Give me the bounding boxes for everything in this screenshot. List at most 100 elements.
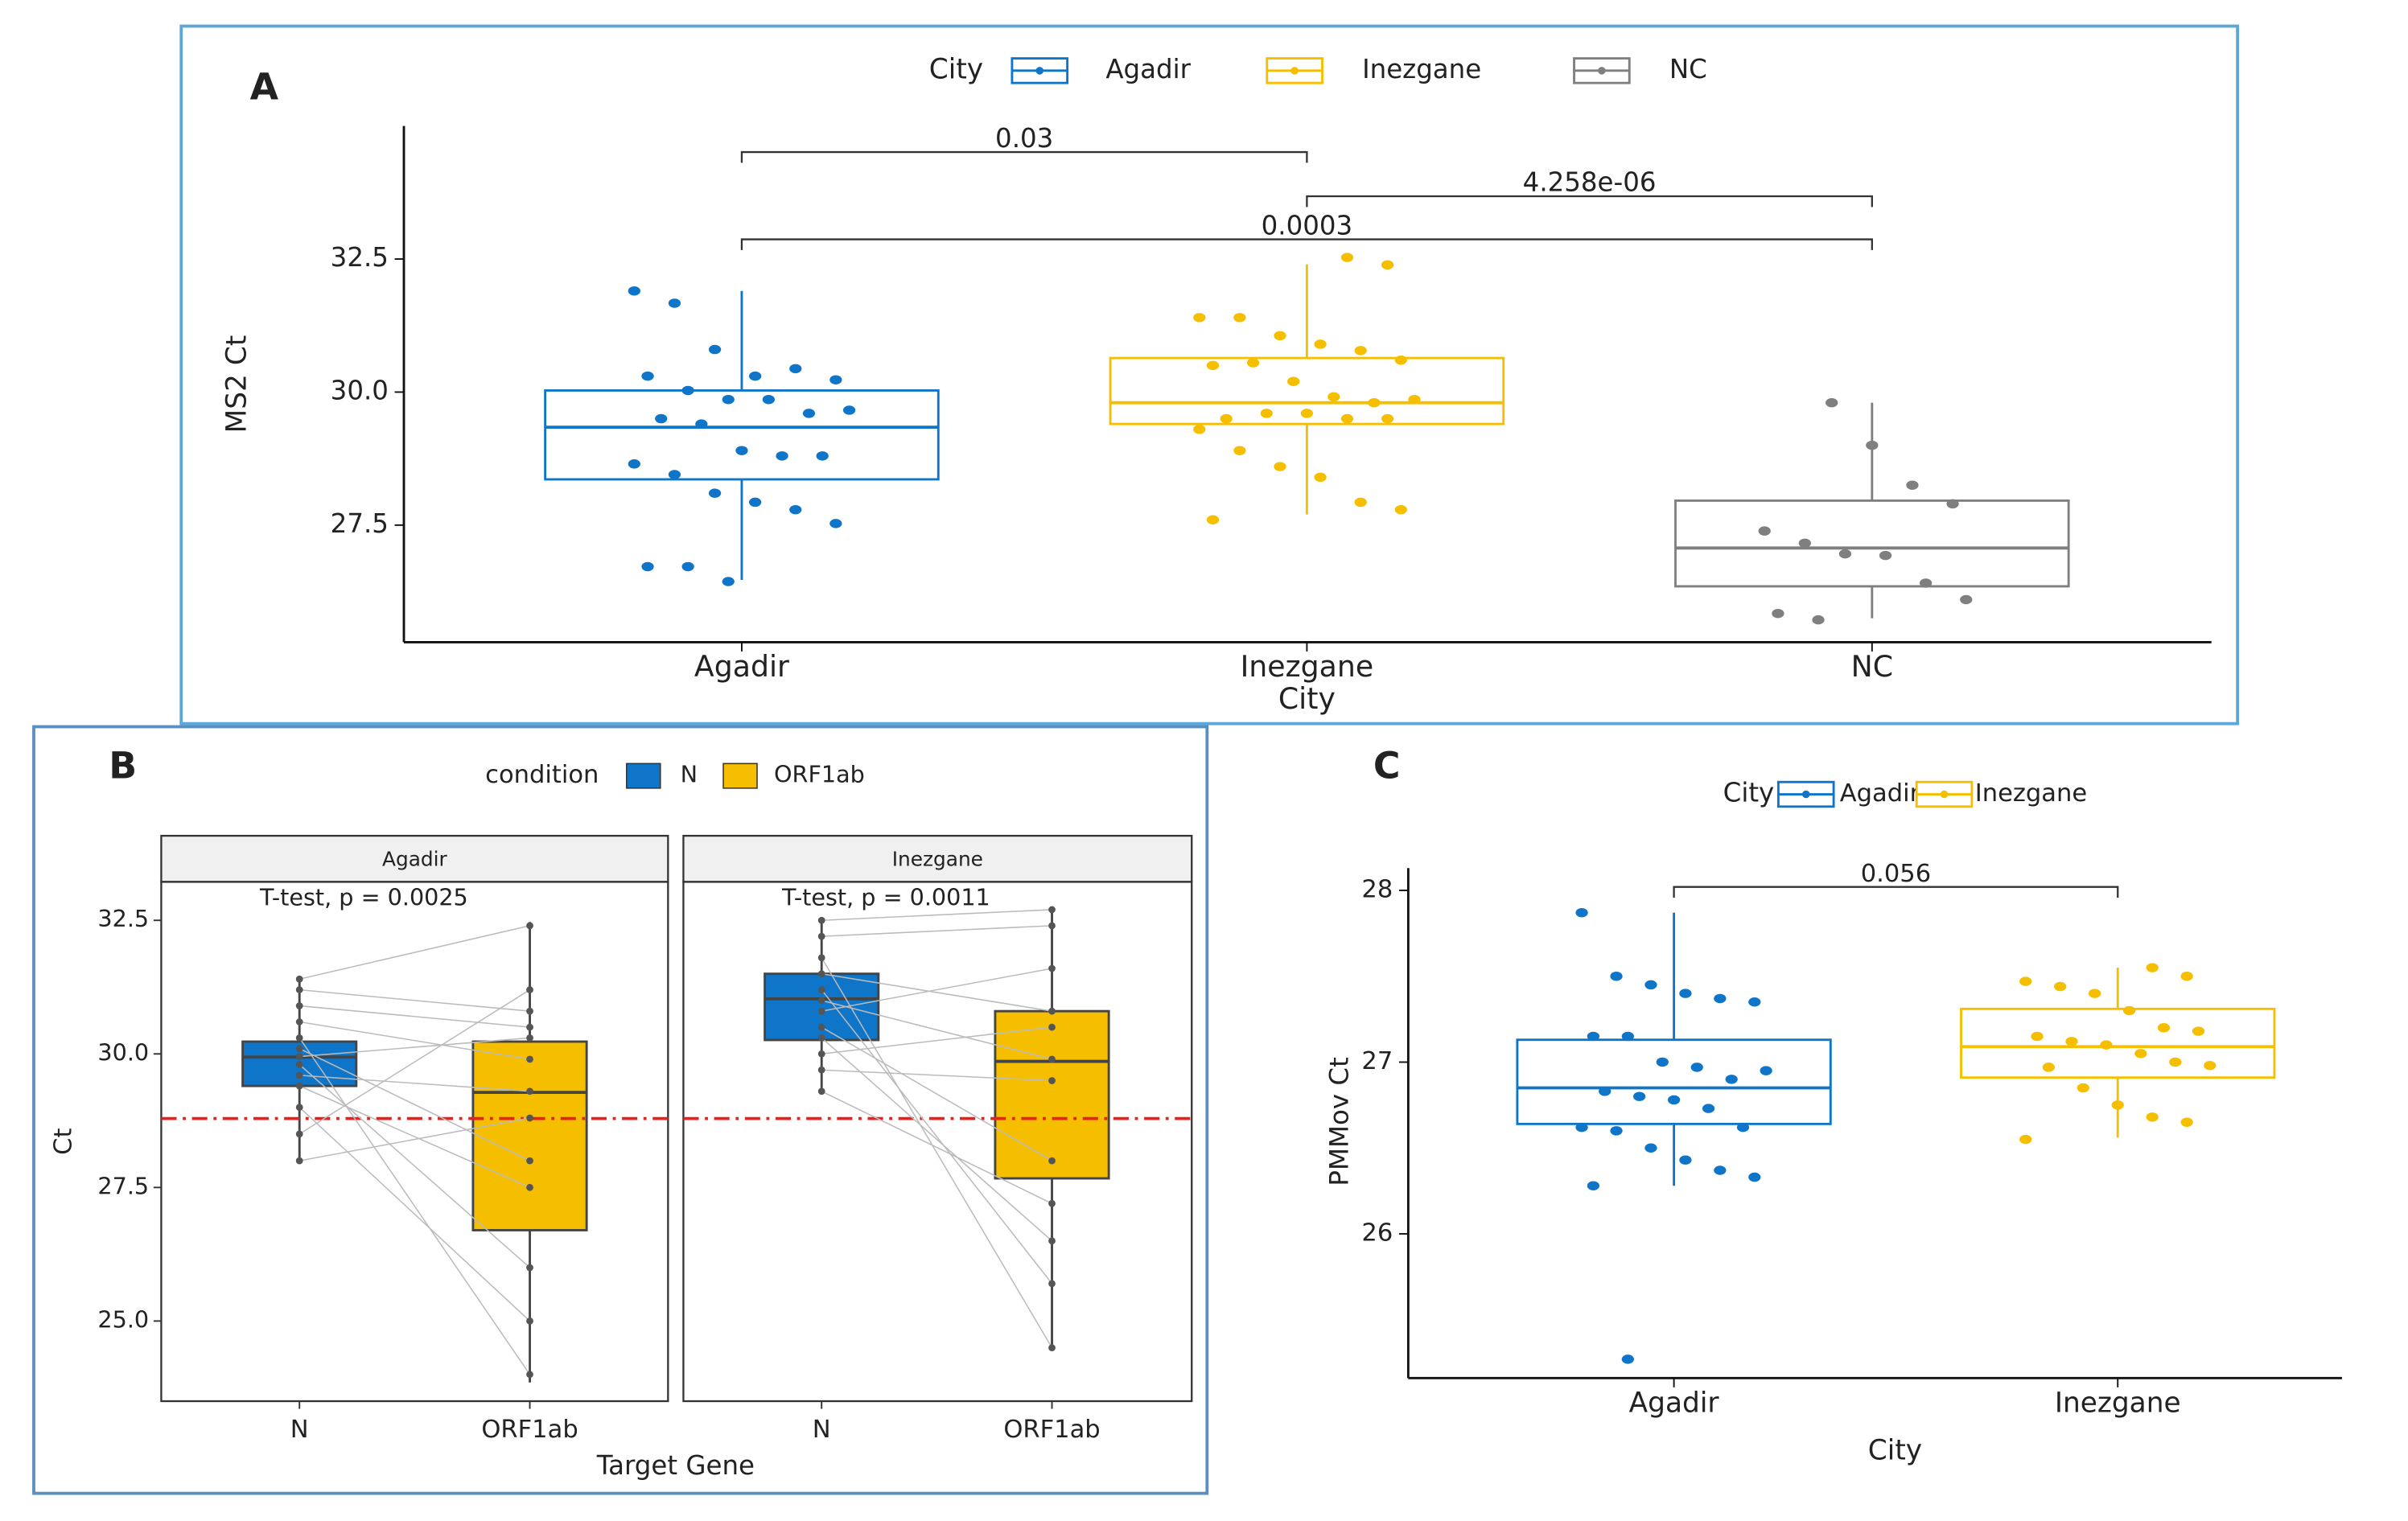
pair-line (821, 1000, 1052, 1060)
data-point (1610, 1126, 1623, 1136)
data-point (1736, 1122, 1750, 1133)
data-point (641, 371, 654, 381)
data-point (817, 954, 825, 962)
data-point (2088, 989, 2101, 998)
data-point (817, 970, 825, 978)
x-axis-label: Target Gene (596, 1450, 755, 1481)
y-tick-label: 28 (1361, 875, 1393, 903)
data-point (2204, 1061, 2217, 1071)
data-point (695, 419, 708, 429)
data-point (708, 488, 722, 498)
significance-bracket (740, 238, 1873, 250)
legend-key-dot (1940, 790, 1949, 799)
data-point (1748, 1172, 1761, 1182)
data-point (722, 577, 735, 586)
data-point (1206, 515, 1220, 524)
data-point (1048, 1077, 1056, 1084)
data-point (749, 371, 762, 381)
data-point (2134, 1049, 2147, 1059)
x-tick-label: ORF1ab (481, 1416, 578, 1444)
pair-line (821, 1026, 1052, 1055)
data-point (526, 1087, 533, 1096)
data-point (1714, 1165, 1727, 1175)
data-point (762, 394, 775, 405)
x-axis-label: City (1278, 681, 1336, 716)
data-point (1048, 964, 1056, 972)
data-point (668, 298, 681, 308)
data-point (295, 1157, 303, 1165)
y-tick-label: 27.5 (331, 508, 389, 539)
pair-line (821, 957, 1053, 1348)
data-point (1048, 1023, 1056, 1031)
data-point (1368, 397, 1381, 408)
data-point (817, 986, 825, 993)
data-point (1300, 409, 1314, 418)
pair-line (821, 1091, 1052, 1204)
data-point (526, 1114, 533, 1122)
data-point (2019, 1134, 2032, 1145)
data-point (641, 561, 654, 572)
legend-key-dot (1801, 790, 1810, 799)
data-point (2146, 1112, 2159, 1122)
y-axis-label: PMMov Ct (1323, 1057, 1354, 1186)
legend-label: N (681, 761, 698, 788)
legend-label: Agadir (1840, 779, 1920, 808)
facet-label: Inezgane (892, 848, 983, 871)
facet-strip (682, 834, 1193, 883)
data-point (776, 451, 788, 461)
data-point (2111, 1100, 2124, 1110)
pair-line (821, 972, 1052, 1012)
pair-line (298, 1047, 530, 1161)
data-point (526, 986, 533, 993)
legend-key (626, 763, 661, 789)
data-point (1381, 260, 1394, 270)
data-point (1772, 608, 1784, 619)
y-tick-label: 27.5 (97, 1172, 149, 1199)
panel-letter: B (109, 744, 137, 787)
data-point (1260, 409, 1273, 418)
legend-key-dot (1290, 67, 1299, 75)
pair-line (299, 1117, 530, 1161)
legend-label: ORF1ab (774, 761, 865, 788)
box (1674, 499, 2070, 588)
facet-strip (160, 834, 669, 883)
data-point (526, 1034, 533, 1042)
box (1960, 1007, 2276, 1079)
data-point (2157, 1023, 2171, 1033)
data-point (295, 1018, 303, 1026)
data-point (1314, 472, 1327, 483)
data-point (681, 561, 694, 572)
data-point (817, 1034, 825, 1042)
x-tick-label: N (290, 1416, 309, 1444)
data-point (2122, 1005, 2136, 1016)
pair-line (299, 925, 530, 980)
data-point (2019, 976, 2032, 986)
data-point (1587, 1181, 1600, 1190)
data-point (655, 413, 668, 424)
data-point (1702, 1104, 1715, 1113)
pair-line (821, 925, 1052, 937)
data-point (1725, 1075, 1738, 1084)
legend-label: Agadir (1105, 54, 1191, 84)
data-point (1048, 1055, 1056, 1063)
panel-a-frame (179, 24, 2240, 726)
data-point (526, 1264, 533, 1272)
data-point (526, 1371, 533, 1379)
y-tick-label: 26 (1361, 1219, 1393, 1247)
box (994, 1009, 1110, 1180)
data-point (1960, 594, 1973, 605)
data-point (295, 1061, 303, 1068)
data-point (1758, 526, 1771, 536)
data-point (1048, 1237, 1056, 1245)
box (544, 389, 940, 481)
data-point (1048, 1007, 1056, 1015)
data-point (1274, 331, 1286, 341)
x-tick-label: N (813, 1416, 831, 1444)
data-point (817, 932, 825, 940)
pair-line (298, 1037, 531, 1375)
data-point (1381, 413, 1394, 424)
legend-key (722, 763, 758, 789)
pair-line (298, 1107, 531, 1322)
data-point (295, 1002, 303, 1009)
legend-key-dot (1598, 67, 1606, 75)
